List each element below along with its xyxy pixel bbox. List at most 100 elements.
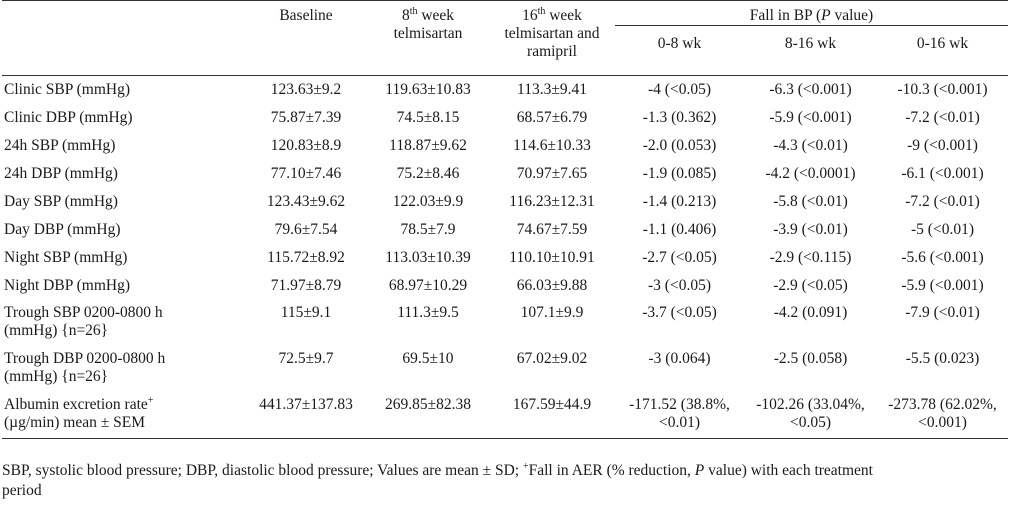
cell-label: Day SBP (mmHg)	[2, 188, 245, 216]
cell-f2: -6.3 (<0.001)	[744, 75, 877, 104]
cell-f1: -3.7 (<0.05)	[615, 300, 744, 346]
header-baseline: Baseline	[245, 0, 367, 61]
cell-f1: -4 (<0.05)	[615, 75, 744, 104]
cell-text: Night DBP (mmHg)	[4, 276, 131, 294]
cell-text: (mmHg) {n=26}	[4, 321, 109, 339]
cell-text: -2.0 (0.053)	[642, 136, 717, 154]
header-row-1: Baseline 8th week telmisartan 16th week te…	[2, 0, 1008, 61]
header-0-16wk: 0-16 wk	[916, 35, 969, 52]
table-row: Day SBP (mmHg) 123.43±9.62 122.03±9.9 116.2…	[2, 188, 1008, 216]
bp-table: Baseline 8th week telmisartan 16th week te…	[2, 0, 1008, 439]
cell-label: Clinic SBP (mmHg)	[2, 75, 245, 104]
cell-text: -1.3 (0.362)	[642, 108, 717, 126]
cell-text: (mmHg) {n=26}	[4, 367, 109, 385]
cell-f1: -1.3 (0.362)	[615, 104, 744, 132]
cell-text: -3 (<0.05)	[648, 276, 711, 294]
cell-w8: 74.5±8.15	[396, 108, 460, 126]
cell-text: -1.1 (0.406)	[642, 220, 717, 238]
cell-text: -3.7 (<0.05)	[642, 303, 717, 321]
cell-text: -7.9 (<0.01)	[905, 303, 980, 321]
cell-text: -171.52 (38.8%,	[629, 395, 730, 413]
cell-f2: -5.9 (<0.001)	[744, 104, 877, 132]
cell-text: -4.3 (<0.01)	[773, 136, 848, 154]
cell-w8: 269.85±82.38	[367, 391, 489, 439]
cell-baseline: 441.37±137.83	[245, 391, 367, 439]
cell-f2: -102.26 (33.04%, <0.05)	[744, 391, 877, 439]
cell-text: Clinic DBP (mmHg)	[4, 108, 133, 126]
cell-baseline: 71.97±8.79	[270, 276, 342, 294]
cell-text: -10.3 (<0.001)	[897, 80, 988, 98]
cell-w8: 78.5±7.9	[400, 220, 456, 238]
cell-text: -4.2 (0.091)	[773, 303, 848, 321]
cell-text: -6.1 (<0.001)	[901, 164, 984, 182]
cell-label: Day DBP (mmHg)	[2, 216, 245, 244]
cell-baseline: 123.43±9.62	[266, 192, 346, 210]
cell-text: -2.5 (0.058)	[773, 349, 848, 367]
cell-f3: -7.2 (<0.01)	[877, 104, 1008, 132]
cell-text: -1.9 (0.085)	[642, 164, 717, 182]
cell-label: Night DBP (mmHg)	[2, 272, 245, 300]
cell-f1: -1.4 (0.213)	[615, 188, 744, 216]
cell-text: Day DBP (mmHg)	[4, 220, 121, 238]
footnote-marker: +	[147, 394, 154, 406]
header-fall-in-bp: Fall in BP (P value)	[615, 0, 1008, 26]
cell-text: -7.2 (<0.01)	[905, 108, 980, 126]
cell-text: -2.7 (<0.05)	[642, 248, 717, 266]
table-row: Clinic SBP (mmHg) 123.63±9.2 119.63±10.83 1…	[2, 75, 1008, 104]
cell-w8: 111.3±9.5	[397, 303, 459, 321]
cell-f3: -7.2 (<0.01)	[877, 188, 1008, 216]
cell-text: -1.4 (0.213)	[642, 192, 717, 210]
cell-f2: -4.3 (<0.01)	[744, 132, 877, 160]
header-row-2: 0-8 wk 8-16 wk 0-16 wk	[2, 26, 1008, 62]
cell-label: 24h DBP (mmHg)	[2, 160, 245, 188]
cell-f2: -3.9 (<0.01)	[744, 216, 877, 244]
cell-text: -4.2 (<0.0001)	[765, 164, 856, 182]
table-row: Night DBP (mmHg) 71.97±8.79 68.97±10.29 66.…	[2, 272, 1008, 300]
cell-f2: -2.5 (0.058)	[744, 346, 877, 392]
cell-text: <0.01)	[658, 413, 701, 431]
cell-f1: -2.0 (0.053)	[615, 132, 744, 160]
cell-label: Albumin excretion rate+ (µg/min) mean ± S…	[2, 391, 245, 439]
cell-f3: -9 (<0.001)	[877, 132, 1008, 160]
cell-f3: -273.78 (62.02%, <0.001)	[877, 391, 1008, 439]
cell-f2: -2.9 (<0.115)	[744, 244, 877, 272]
cell-w16: 67.02±9.02	[516, 349, 588, 367]
header-0-8wk: 0-8 wk	[657, 35, 702, 52]
table-row: Night SBP (mmHg) 115.72±8.92 113.03±10.39 1…	[2, 244, 1008, 272]
cell-text: -273.78 (62.02%,	[888, 395, 997, 413]
cell-w16: 167.59±44.9	[489, 391, 615, 439]
cell-baseline: 123.63±9.2	[270, 80, 342, 98]
cell-text: -6.3 (<0.001)	[769, 80, 852, 98]
cell-text: -2.9 (<0.05)	[773, 276, 848, 294]
cell-text: 24h SBP (mmHg)	[4, 136, 116, 154]
cell-text: -4 (<0.05)	[648, 80, 711, 98]
cell-w16: 114.6±10.33	[513, 136, 591, 154]
cell-text: -3.9 (<0.01)	[773, 220, 848, 238]
table-row: 24h DBP (mmHg) 77.10±7.46 75.2±8.46 70.97±7…	[2, 160, 1008, 188]
cell-label: 24h SBP (mmHg)	[2, 132, 245, 160]
cell-f1: -2.7 (<0.05)	[615, 244, 744, 272]
cell-f1: -171.52 (38.8%, <0.01)	[615, 391, 744, 439]
cell-w16: 113.3±9.41	[517, 80, 587, 98]
cell-text: Day SBP (mmHg)	[4, 192, 118, 210]
table-row: Albumin excretion rate+ (µg/min) mean ± S…	[2, 391, 1008, 439]
cell-w8: 122.03±9.9	[392, 192, 464, 210]
cell-label: Trough DBP 0200-0800 h (mmHg) {n=26}	[2, 346, 245, 392]
cell-baseline: 75.87±7.39	[270, 108, 342, 126]
cell-text: <0.05)	[789, 413, 832, 431]
cell-f2: -5.8 (<0.01)	[744, 188, 877, 216]
cell-text: -2.9 (<0.115)	[769, 248, 852, 266]
cell-f2: -4.2 (0.091)	[744, 300, 877, 346]
cell-text: Trough DBP 0200-0800 h	[4, 349, 166, 367]
cell-label: Clinic DBP (mmHg)	[2, 104, 245, 132]
table-row: Clinic DBP (mmHg) 75.87±7.39 74.5±8.15 68.5…	[2, 104, 1008, 132]
header-rule	[2, 61, 1008, 76]
cell-baseline: 115.72±8.92	[267, 248, 345, 266]
cell-f1: -3 (<0.05)	[615, 272, 744, 300]
cell-text: Trough SBP 0200-0800 h	[4, 303, 163, 321]
table-row: Trough DBP 0200-0800 h (mmHg) {n=26} 72.5±…	[2, 346, 1008, 392]
cell-w16: 70.97±7.65	[516, 164, 588, 182]
cell-w8: 69.5±10	[402, 349, 454, 367]
cell-text: -5.9 (<0.001)	[769, 108, 852, 126]
